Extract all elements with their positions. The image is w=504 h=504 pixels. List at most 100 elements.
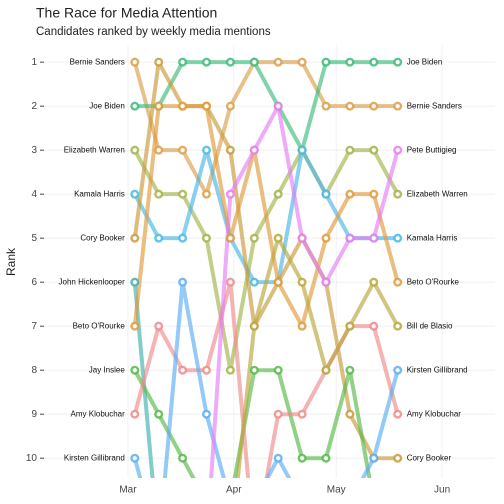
start-label: Elizabeth Warren <box>64 145 125 154</box>
rank-point <box>321 189 331 199</box>
y-tick-label: 1 <box>31 57 37 68</box>
rank-point <box>299 499 306 504</box>
rank-line <box>132 104 400 329</box>
rank-point <box>249 321 259 331</box>
rank-point <box>369 145 379 155</box>
rank-point <box>369 453 379 463</box>
rank-point <box>130 453 140 463</box>
rank-point <box>393 145 403 155</box>
end-label: Bernie Sanders <box>407 101 462 110</box>
rank-point <box>273 409 283 419</box>
rank-point <box>347 499 354 504</box>
rank-line <box>235 236 400 478</box>
end-label: Beto O'Rourke <box>407 277 460 286</box>
start-label: John Hickenlooper <box>59 277 126 286</box>
rank-point <box>178 189 188 199</box>
rank-point <box>345 409 355 419</box>
rank-point <box>225 365 235 375</box>
start-label: Kamala Harris <box>74 189 125 198</box>
rank-point <box>249 277 259 287</box>
rank-point <box>297 57 307 67</box>
rank-point <box>154 409 164 419</box>
rank-point <box>203 499 210 504</box>
rank-point <box>249 365 259 375</box>
rank-point <box>345 145 355 155</box>
end-label: Cory Booker <box>407 453 452 462</box>
y-tick-label: 7 <box>31 321 37 332</box>
end-label: Amy Klobuchar <box>407 409 462 418</box>
rank-point <box>297 233 307 243</box>
rank-point <box>130 189 140 199</box>
y-tick-label: 4 <box>31 189 37 200</box>
rank-point <box>321 453 331 463</box>
y-axis-label: Rank <box>4 247 18 276</box>
rank-point <box>201 409 211 419</box>
rank-point <box>201 145 211 155</box>
y-tick-label: 6 <box>31 277 37 288</box>
rank-point <box>321 233 331 243</box>
rank-point <box>154 233 164 243</box>
rank-point <box>225 101 235 111</box>
rank-point <box>273 277 283 287</box>
rank-point <box>154 145 164 155</box>
rank-point <box>225 277 235 287</box>
rank-point <box>130 233 140 243</box>
rank-point <box>273 233 283 243</box>
labels: Bernie Sanders Bernie Sanders Joe Biden Joe… <box>59 57 468 462</box>
end-label: Elizabeth Warren <box>407 189 468 198</box>
rank-point <box>369 101 379 111</box>
rank-point <box>273 57 283 67</box>
rank-point <box>369 57 379 67</box>
start-label: Joe Biden <box>89 101 125 110</box>
rank-point <box>345 101 355 111</box>
end-label: Kirsten Gillibrand <box>407 365 468 374</box>
chart-title: The Race for Media Attention <box>36 5 217 21</box>
rank-point <box>273 365 283 375</box>
rank-point <box>321 57 331 67</box>
rank-point <box>297 145 307 155</box>
rank-point <box>369 321 379 331</box>
rank-point <box>178 101 188 111</box>
rank-point <box>130 365 140 375</box>
rank-point <box>178 57 188 67</box>
rank-point <box>297 409 307 419</box>
rank-point <box>225 189 235 199</box>
rank-point <box>297 453 307 463</box>
rank-point <box>393 409 403 419</box>
plot-area <box>130 57 403 504</box>
y-tick-label: 3 <box>31 145 37 156</box>
y-tick-label: 5 <box>31 233 37 244</box>
rank-point <box>345 57 355 67</box>
grid: 1 2 3 4 5 6 7 8 9 10 Mar Apr May Jun <box>26 45 495 496</box>
rank-point <box>345 365 355 375</box>
start-label: Amy Klobuchar <box>71 409 126 418</box>
rank-point <box>201 101 211 111</box>
rank-line <box>133 368 372 478</box>
rank-point <box>130 57 140 67</box>
rank-point <box>130 321 140 331</box>
rank-line <box>133 148 400 373</box>
rank-point <box>369 277 379 287</box>
rank-point <box>393 189 403 199</box>
chart-subtitle: Candidates ranked by weekly media mentio… <box>36 26 271 38</box>
rank-point <box>321 277 331 287</box>
x-tick-label: Mar <box>119 485 137 496</box>
rank-point <box>393 101 403 111</box>
rank-point <box>297 277 307 287</box>
x-tick-label: May <box>327 485 346 496</box>
rank-point <box>201 233 211 243</box>
rank-point <box>321 365 331 375</box>
rank-point <box>225 57 235 67</box>
rank-point <box>225 145 235 155</box>
start-label: Cory Booker <box>80 233 125 242</box>
rank-point <box>323 499 330 504</box>
y-tick-label: 8 <box>31 365 37 376</box>
end-label: Joe Biden <box>407 57 443 66</box>
rank-line <box>132 60 398 461</box>
rank-point <box>130 101 140 111</box>
rank-point <box>273 189 283 199</box>
rank-point <box>393 365 403 375</box>
rank-point <box>249 145 259 155</box>
rank-point <box>321 101 331 111</box>
rank-point <box>154 189 164 199</box>
